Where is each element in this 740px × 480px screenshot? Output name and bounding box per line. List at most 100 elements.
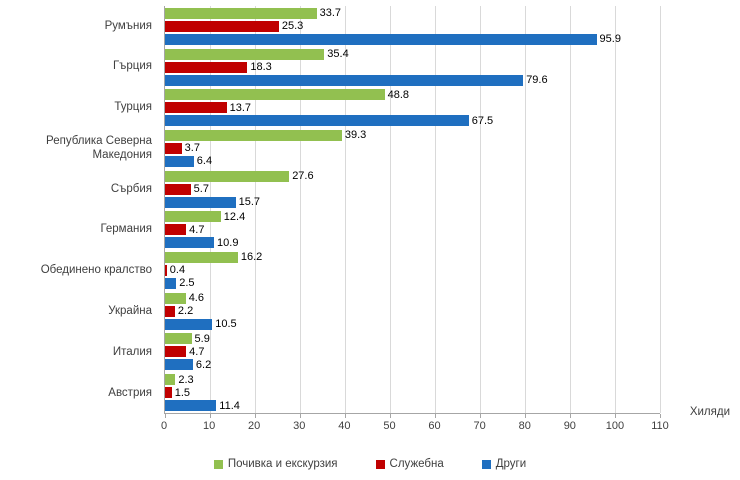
x-tick-label: 30 — [293, 420, 306, 432]
gridline — [525, 6, 526, 413]
bar-value-label: 79.6 — [526, 74, 548, 87]
category-label: Република Северна Македония — [46, 134, 152, 161]
bar-value-label: 13.7 — [229, 101, 252, 114]
bar-group: 35.4 18.3 79.6 — [165, 47, 660, 88]
bar — [165, 318, 213, 330]
bar-value-label: 11.4 — [219, 399, 240, 412]
gridline — [570, 6, 571, 413]
bar-group: 16.2 0.4 2.5 — [165, 250, 660, 291]
x-tick-label: 90 — [563, 420, 576, 432]
bar-value-label: 35.4 — [327, 48, 349, 61]
bar-value-label: 10.5 — [215, 318, 237, 331]
x-tick-label: 80 — [518, 420, 531, 432]
bar-row: 15.7 — [165, 196, 660, 208]
bar-row: 33.7 — [165, 7, 660, 19]
bar-value-label: 10.9 — [217, 236, 239, 249]
bar-value-label: 39.3 — [344, 129, 367, 142]
bar-value-label: 4.6 — [188, 292, 204, 305]
axis-tickmark — [345, 414, 346, 418]
gridline — [255, 6, 256, 413]
bar-value-label: 6.2 — [195, 358, 212, 371]
category-label: Германия — [100, 223, 152, 236]
bar-value-label: 6.4 — [196, 155, 213, 168]
x-tick-label: 50 — [383, 420, 396, 432]
axis-tickmark — [165, 414, 166, 418]
bar-value-label: 16.2 — [240, 251, 263, 264]
x-tick-label: 60 — [428, 420, 441, 432]
bar — [165, 155, 194, 167]
x-tick-label: 20 — [248, 420, 261, 432]
bar — [165, 20, 279, 32]
bar-value-label: 18.3 — [250, 61, 272, 74]
bar — [165, 48, 325, 60]
bar-row: 10.9 — [165, 236, 660, 249]
bar-row: 35.4 — [165, 48, 660, 61]
bar-row: 48.8 — [165, 88, 660, 101]
bar-row: 1.5 — [165, 387, 660, 399]
axis-tickmark — [615, 414, 616, 418]
bar-value-label: 95.9 — [599, 33, 621, 46]
bar — [165, 211, 221, 223]
bar — [165, 264, 167, 276]
bar — [165, 251, 238, 263]
bar-row: 10.5 — [165, 318, 660, 331]
category-label: Сърбия — [110, 182, 152, 195]
bar — [165, 7, 317, 19]
bar — [165, 102, 227, 114]
bar-row: 5.9 — [165, 332, 660, 345]
bar-value-label: 2.3 — [178, 373, 194, 386]
bar-row: 2.2 — [165, 305, 660, 317]
bar-group: 33.7 25.3 95.9 — [165, 6, 660, 47]
bar-row: 4.6 — [165, 292, 660, 305]
x-tick-label: 40 — [338, 420, 351, 432]
bar-row: 13.7 — [165, 101, 660, 114]
axis-tickmark — [300, 414, 301, 418]
bar-row: 0.4 — [165, 264, 660, 276]
bar-group: 5.9 4.7 6.2 — [165, 332, 660, 373]
legend-swatch-icon — [213, 459, 223, 469]
bar-group: 4.6 2.2 10.5 — [165, 291, 660, 332]
x-tick-label: 70 — [473, 420, 486, 432]
bar-row: 5.7 — [165, 183, 660, 195]
bar-value-label: 2.5 — [179, 277, 195, 290]
bar-value-label: 27.6 — [292, 170, 314, 183]
bar-group: 12.4 4.7 10.9 — [165, 209, 660, 250]
gridline — [435, 6, 436, 413]
bar — [165, 183, 191, 195]
category-axis: Румъния Гърция Турция Република Северна Мак… — [0, 6, 158, 414]
category-label: Гърция — [112, 60, 152, 73]
bar-row: 79.6 — [165, 74, 660, 87]
x-tick-label: 10 — [202, 420, 216, 432]
gridline — [615, 6, 616, 413]
bar — [165, 115, 469, 127]
legend-label: Служебна — [389, 458, 444, 470]
bar-group: 48.8 13.7 67.5 — [165, 87, 660, 128]
bar-group: 2.3 1.5 11.4 — [165, 372, 660, 413]
bar-row: 2.5 — [165, 277, 660, 290]
legend-item: Почивка и екскурзия — [213, 458, 338, 470]
legend-item: Служебна — [375, 458, 444, 470]
bar-row: 12.4 — [165, 211, 660, 223]
bar-row: 11.4 — [165, 399, 660, 412]
bar-value-label: 48.8 — [387, 88, 410, 101]
bar — [165, 333, 192, 345]
bar-row: 4.7 — [165, 224, 660, 236]
bar — [165, 61, 248, 73]
axis-tickmark — [390, 414, 391, 418]
axis-tickmark — [210, 414, 211, 418]
category-label: Румъния — [104, 19, 152, 32]
bar-row: 6.4 — [165, 155, 660, 168]
legend-swatch-icon — [481, 459, 491, 469]
legend: Почивка и екскурзия Служебна Други — [0, 458, 740, 470]
bar-row: 39.3 — [165, 129, 660, 142]
bar — [165, 129, 342, 141]
bar — [165, 387, 172, 399]
gridline — [300, 6, 301, 413]
bar-value-label: 3.7 — [184, 142, 200, 155]
bar — [165, 359, 193, 371]
bar-value-label: 4.7 — [189, 345, 205, 358]
x-tick-label: 110 — [651, 420, 669, 432]
bar-row: 27.6 — [165, 170, 660, 183]
bar-value-label: 5.9 — [194, 332, 210, 345]
